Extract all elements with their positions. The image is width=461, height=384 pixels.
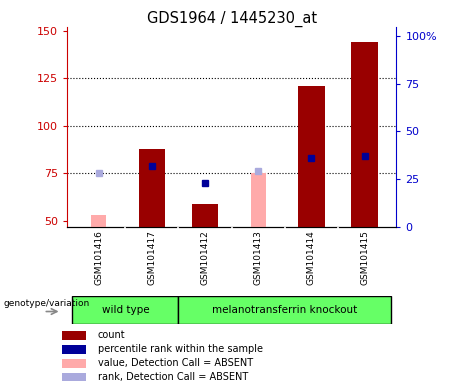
Bar [62, 372, 86, 381]
Bar [251, 173, 266, 227]
Text: melanotransferrin knockout: melanotransferrin knockout [212, 305, 357, 315]
Bar [351, 42, 378, 227]
Bar [62, 331, 86, 340]
Title: GDS1964 / 1445230_at: GDS1964 / 1445230_at [147, 11, 317, 27]
Text: count: count [98, 330, 125, 340]
Bar [62, 345, 86, 354]
Text: genotype/variation: genotype/variation [3, 299, 89, 308]
Bar [178, 296, 391, 324]
Bar [139, 149, 165, 227]
Text: GSM101415: GSM101415 [360, 230, 369, 285]
Bar [91, 215, 106, 227]
Text: GSM101412: GSM101412 [201, 230, 210, 285]
Text: GSM101413: GSM101413 [254, 230, 263, 285]
Bar [192, 204, 219, 227]
Text: GSM101416: GSM101416 [94, 230, 103, 285]
Text: value, Detection Call = ABSENT: value, Detection Call = ABSENT [98, 358, 253, 368]
Text: GSM101414: GSM101414 [307, 230, 316, 285]
Bar [62, 359, 86, 367]
Bar [298, 86, 325, 227]
Text: wild type: wild type [101, 305, 149, 315]
Bar [72, 296, 178, 324]
Text: GSM101417: GSM101417 [148, 230, 156, 285]
Text: percentile rank within the sample: percentile rank within the sample [98, 344, 263, 354]
Text: rank, Detection Call = ABSENT: rank, Detection Call = ABSENT [98, 372, 248, 382]
